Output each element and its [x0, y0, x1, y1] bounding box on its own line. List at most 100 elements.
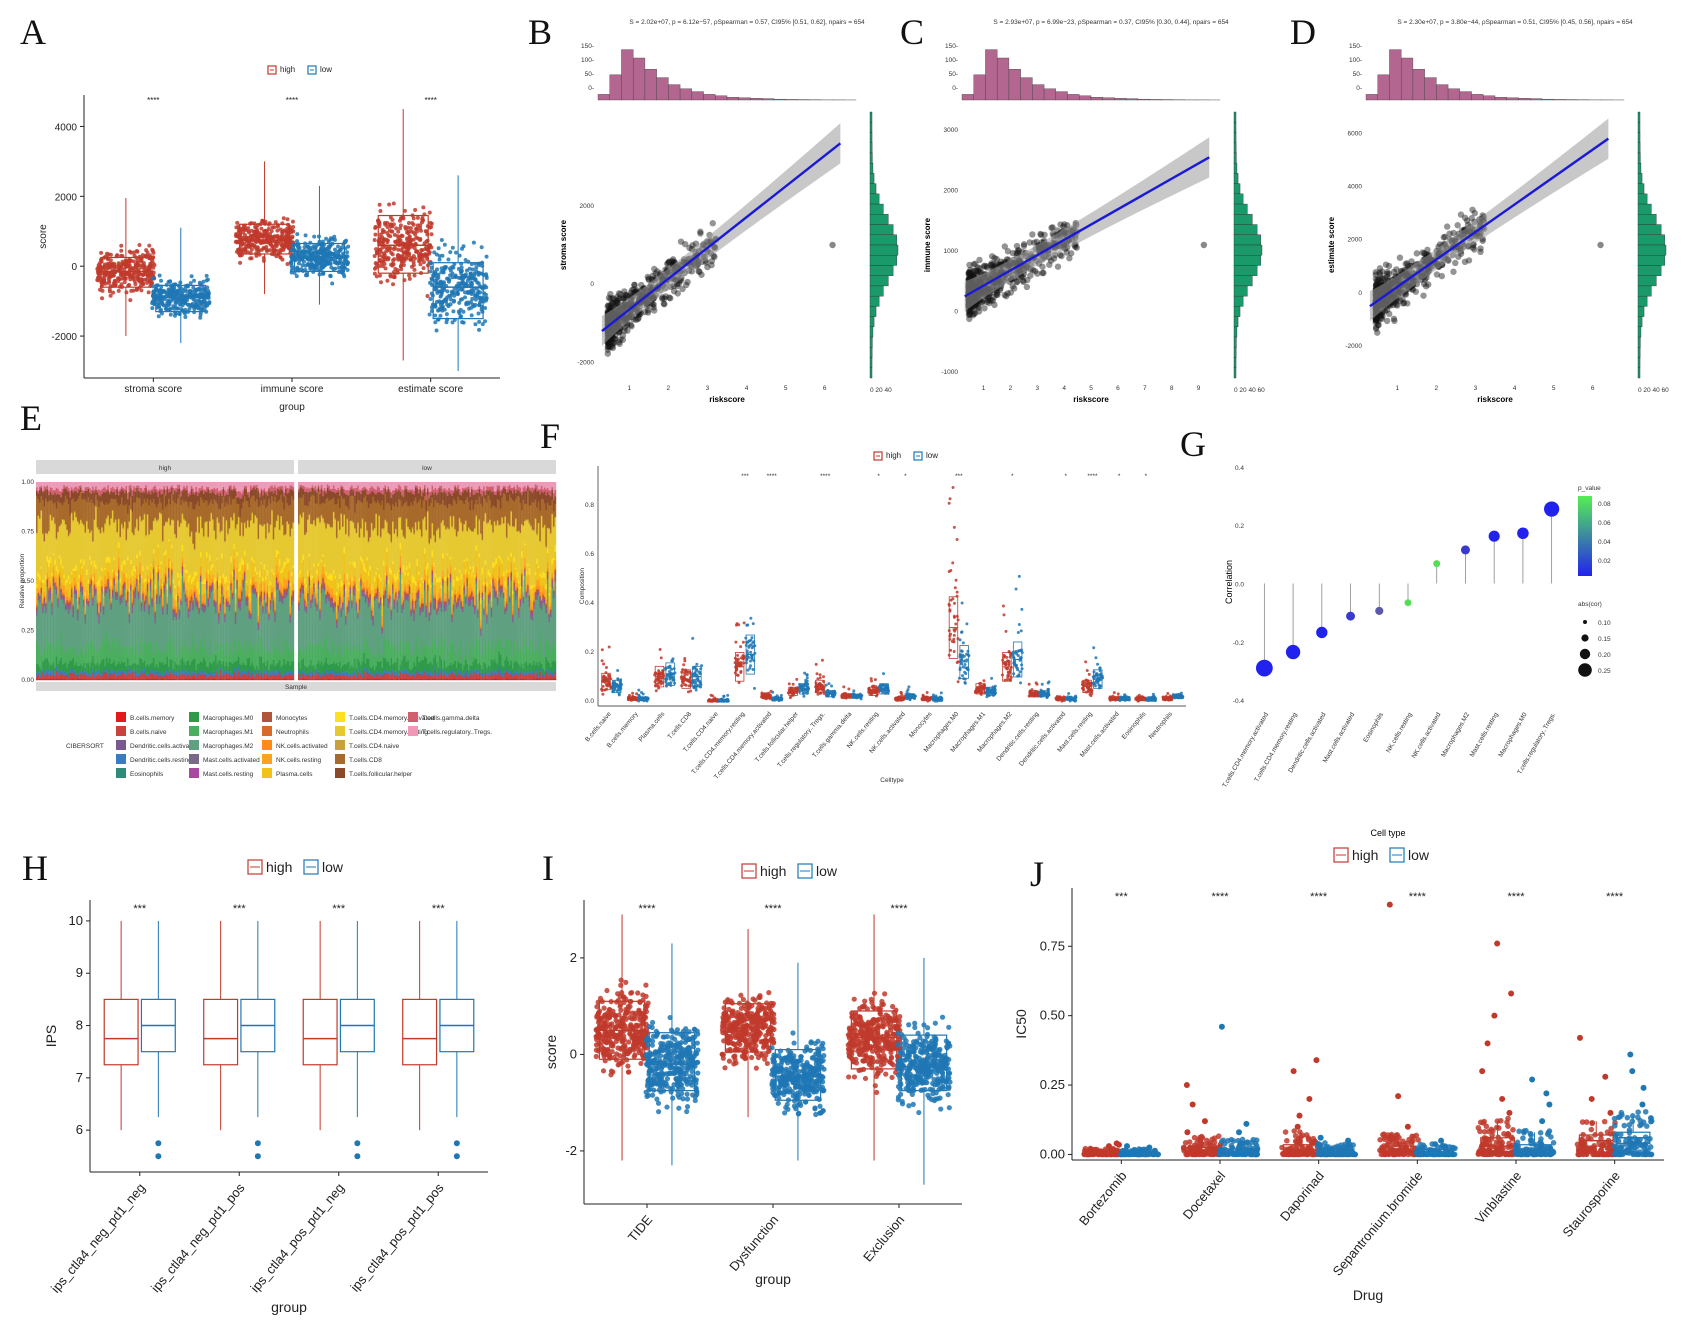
x-tick-label: 5: [784, 385, 788, 392]
stack-segment: [90, 672, 93, 674]
stack-segment: [76, 671, 79, 674]
histogram-right-bar: [1233, 306, 1241, 317]
stack-segment: [73, 590, 76, 595]
stack-segment: [101, 591, 103, 594]
histogram-top-bar: [1483, 95, 1496, 101]
stack-segment: [36, 673, 38, 676]
confidence-band: [1369, 118, 1609, 322]
stack-segment: [36, 583, 38, 588]
data-point: [168, 288, 173, 293]
data-point: [116, 288, 121, 293]
data-point: [146, 266, 151, 271]
data-point: [412, 267, 417, 272]
histogram-top-tick: 50-: [1353, 71, 1362, 78]
data-point: [464, 302, 469, 307]
stack-segment: [73, 674, 76, 680]
stack-segment: [37, 600, 40, 645]
stack-segment: [75, 590, 78, 593]
stack-segment: [67, 482, 70, 489]
stack-segment: [101, 672, 103, 675]
stack-segment: [36, 482, 38, 488]
stack-segment: [114, 673, 117, 676]
stack-segment: [72, 606, 75, 611]
histogram-right-bar: [1233, 142, 1237, 154]
stack-segment: [104, 587, 107, 589]
data-point: [466, 289, 471, 294]
scatter-point: [1390, 268, 1398, 276]
histogram-top-tick: 150-: [581, 43, 594, 50]
data-point: [450, 320, 455, 325]
stack-segment: [51, 598, 53, 603]
stack-segment: [111, 662, 114, 671]
stack-segment: [57, 482, 59, 489]
stack-segment: [81, 492, 84, 500]
stack-segment: [55, 565, 58, 571]
stack-segment: [78, 675, 81, 678]
data-point: [207, 300, 212, 305]
stack-segment: [39, 598, 41, 601]
stack-segment: [87, 675, 90, 680]
stack-segment: [76, 652, 79, 666]
histogram-top-bar: [668, 84, 681, 101]
histogram-right-bar: [1637, 336, 1641, 348]
stack-segment: [61, 519, 64, 567]
x-tick-label: 2: [667, 385, 671, 392]
stack-segment: [92, 586, 94, 595]
stack-segment: [83, 672, 85, 674]
data-point: [427, 312, 432, 317]
stack-segment: [61, 671, 64, 675]
stack-segment: [37, 664, 40, 672]
stack-segment: [58, 585, 61, 653]
stack-segment: [66, 490, 69, 500]
histogram-right-bar: [1233, 255, 1261, 266]
histogram-right-bar: [869, 347, 873, 358]
histogram-top-bar: [985, 49, 998, 101]
data-point: [391, 201, 396, 206]
stack-segment: [69, 581, 72, 584]
histogram-right-bar: [1233, 111, 1237, 123]
histogram-right-bar: [1637, 142, 1641, 154]
stack-segment: [98, 482, 100, 490]
stack-segment: [57, 594, 59, 598]
data-point: [192, 278, 197, 283]
stack-segment: [64, 495, 67, 525]
histogram-top-bar: [1541, 98, 1554, 101]
stack-segment: [84, 591, 87, 596]
stack-segment: [36, 596, 38, 604]
stack-segment: [95, 507, 97, 566]
stack-segment: [40, 669, 43, 674]
stack-segment: [45, 608, 47, 614]
stack-segment: [110, 651, 113, 664]
stack-segment: [49, 562, 52, 582]
stack-segment: [67, 677, 70, 680]
stack-segment: [93, 647, 96, 664]
data-point: [436, 246, 441, 251]
histogram-right-bar: [1233, 347, 1237, 358]
stack-segment: [80, 579, 82, 583]
stack-segment: [114, 494, 117, 499]
stack-segment: [63, 663, 66, 672]
data-point: [140, 272, 145, 277]
data-point: [112, 264, 117, 269]
stack-segment: [46, 674, 49, 677]
legend: high low: [267, 65, 332, 75]
stack-segment: [83, 662, 85, 671]
stack-segment: [78, 574, 81, 579]
significance-label: ****: [147, 96, 159, 105]
stack-segment: [42, 603, 44, 605]
stack-segment: [70, 673, 73, 680]
stack-segment: [52, 576, 55, 579]
stack-segment: [49, 592, 52, 600]
stack-segment: [76, 665, 79, 673]
stack-segment: [113, 660, 116, 671]
stack-segment: [87, 606, 90, 645]
stack-segment: [105, 668, 108, 670]
stack-segment: [46, 580, 49, 582]
stack-segment: [69, 605, 72, 610]
stack-segment: [105, 590, 108, 594]
stack-segment: [81, 586, 84, 590]
stack-segment: [116, 599, 119, 655]
scatter-point-outlier: [1597, 241, 1604, 249]
stack-segment: [63, 653, 66, 664]
stack-segment: [101, 585, 103, 587]
